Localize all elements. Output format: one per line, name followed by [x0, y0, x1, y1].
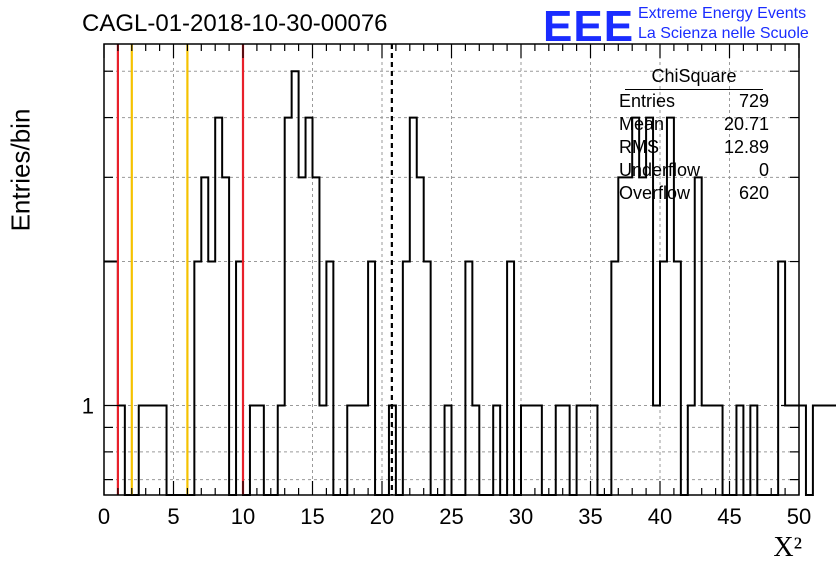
stats-value: 20.71: [723, 114, 769, 134]
stats-row: Underflow 0: [611, 159, 779, 182]
eee-logo: EEE: [543, 2, 635, 51]
x-tick-label: 40: [648, 504, 672, 529]
stats-row: RMS 12.89: [611, 136, 779, 159]
stats-value: 729: [738, 91, 769, 111]
x-tick-label: 15: [300, 504, 324, 529]
x-tick-label: 25: [439, 504, 463, 529]
x-tick-label: 0: [98, 504, 110, 529]
x-tick-label: 50: [787, 504, 811, 529]
chart-title: CAGL-01-2018-10-30-00076: [82, 10, 388, 37]
stats-row: Entries 729: [611, 90, 779, 113]
stats-label: Underflow: [619, 160, 701, 180]
axis-ticks: [103, 44, 800, 495]
x-axis-label: X²: [773, 532, 802, 563]
stats-label: RMS: [619, 137, 659, 157]
y-axis-label-wrap: Entries/bin: [4, 108, 38, 232]
x-tick-label: 10: [231, 504, 255, 529]
x-tick-label: 45: [717, 504, 741, 529]
stats-box: ChiSquare Entries 729 Mean 20.71 RMS 12.89 …: [611, 66, 779, 205]
logo-line-1: Extreme Energy Events: [638, 5, 807, 22]
y-tick-label: 1: [82, 394, 94, 419]
stats-value: 12.89: [723, 137, 769, 157]
stats-title: ChiSquare: [625, 66, 763, 90]
stats-row: Mean 20.71: [611, 113, 779, 136]
x-tick-label: 20: [370, 504, 394, 529]
reference-lines: [116, 44, 393, 495]
x-tick-label: 35: [578, 504, 602, 529]
histogram-outline: [104, 70, 836, 496]
stats-row: Overflow 620: [611, 182, 779, 205]
stats-value: 0: [758, 160, 769, 180]
stats-label: Mean: [619, 114, 665, 134]
tick-labels: 0 5 10 15 20 25 30 35 40 45 50 1: [82, 394, 811, 529]
y-axis-label: Entries/bin: [5, 108, 36, 232]
x-tick-label: 30: [509, 504, 533, 529]
stats-value: 620: [738, 183, 769, 203]
stats-label: Overflow: [619, 183, 691, 203]
logo-line-2: La Scienza nelle Scuole: [638, 25, 809, 42]
x-tick-label: 5: [167, 504, 179, 529]
histogram-bars: [104, 70, 836, 496]
stats-label: Entries: [619, 91, 676, 111]
